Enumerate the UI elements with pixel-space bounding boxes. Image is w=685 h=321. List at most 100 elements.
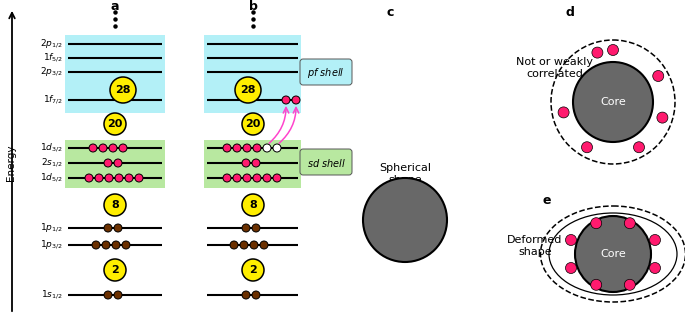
Circle shape	[253, 144, 261, 152]
Text: 20: 20	[108, 119, 123, 129]
Text: a: a	[111, 0, 119, 13]
Circle shape	[363, 178, 447, 262]
Circle shape	[273, 174, 281, 182]
Text: Spherical: Spherical	[379, 163, 431, 173]
Circle shape	[109, 144, 117, 152]
Text: shape: shape	[388, 175, 422, 185]
Circle shape	[624, 218, 635, 229]
Circle shape	[590, 279, 601, 290]
Circle shape	[92, 241, 100, 249]
Text: e: e	[543, 194, 551, 206]
Circle shape	[590, 218, 601, 229]
Circle shape	[592, 47, 603, 58]
Text: $1d_{3/2}$: $1d_{3/2}$	[40, 142, 63, 154]
Circle shape	[223, 174, 231, 182]
Circle shape	[566, 263, 577, 273]
Circle shape	[114, 291, 122, 299]
Text: $2s_{1/2}$: $2s_{1/2}$	[41, 157, 63, 169]
Text: $2p_{3/2}$: $2p_{3/2}$	[40, 65, 63, 78]
Circle shape	[282, 96, 290, 104]
Circle shape	[634, 142, 645, 153]
Text: $1f_{5/2}$: $1f_{5/2}$	[43, 52, 63, 65]
Circle shape	[223, 144, 231, 152]
Circle shape	[250, 241, 258, 249]
Circle shape	[102, 241, 110, 249]
Circle shape	[243, 144, 251, 152]
Circle shape	[114, 224, 122, 232]
Circle shape	[104, 159, 112, 167]
Circle shape	[110, 77, 136, 103]
Circle shape	[104, 224, 112, 232]
Circle shape	[649, 263, 660, 273]
Circle shape	[558, 107, 569, 118]
Text: $2p_{1/2}$: $2p_{1/2}$	[40, 38, 63, 50]
Text: b: b	[249, 0, 258, 13]
Text: $1d_{5/2}$: $1d_{5/2}$	[40, 172, 63, 184]
Text: 2: 2	[249, 265, 257, 275]
Circle shape	[85, 174, 93, 182]
Text: correlated: correlated	[527, 69, 584, 79]
Circle shape	[125, 174, 133, 182]
Circle shape	[253, 174, 261, 182]
Circle shape	[582, 142, 593, 153]
Circle shape	[233, 144, 241, 152]
Circle shape	[292, 96, 300, 104]
Circle shape	[104, 113, 126, 135]
Text: Core: Core	[600, 249, 626, 259]
Circle shape	[114, 159, 122, 167]
Text: Core: Core	[600, 97, 626, 107]
Circle shape	[243, 174, 251, 182]
Circle shape	[260, 241, 268, 249]
Circle shape	[242, 159, 250, 167]
Circle shape	[653, 71, 664, 82]
Text: $1p_{1/2}$: $1p_{1/2}$	[40, 221, 63, 234]
Circle shape	[135, 174, 143, 182]
Circle shape	[252, 291, 260, 299]
Text: 20: 20	[245, 119, 261, 129]
Text: Not or weakly: Not or weakly	[516, 57, 593, 67]
Circle shape	[99, 144, 107, 152]
FancyBboxPatch shape	[300, 59, 352, 85]
Circle shape	[252, 224, 260, 232]
Circle shape	[104, 291, 112, 299]
Text: $1s_{1/2}$: $1s_{1/2}$	[41, 289, 63, 301]
Text: $pf$ shell: $pf$ shell	[308, 66, 345, 80]
Bar	[204, 35, 301, 113]
Circle shape	[624, 279, 635, 290]
Circle shape	[235, 77, 261, 103]
Circle shape	[104, 194, 126, 216]
Text: shape: shape	[518, 247, 552, 257]
Circle shape	[240, 241, 248, 249]
Circle shape	[242, 259, 264, 281]
Circle shape	[649, 235, 660, 246]
Circle shape	[263, 174, 271, 182]
Circle shape	[119, 144, 127, 152]
Text: Deformed: Deformed	[508, 235, 562, 245]
Bar	[65, 140, 165, 188]
Circle shape	[89, 144, 97, 152]
Circle shape	[233, 174, 241, 182]
Bar	[65, 35, 165, 113]
Text: d: d	[566, 5, 575, 19]
Circle shape	[104, 259, 126, 281]
Text: 28: 28	[240, 85, 256, 95]
Circle shape	[657, 112, 668, 123]
Bar	[204, 140, 301, 188]
Text: 8: 8	[111, 200, 119, 210]
Circle shape	[263, 144, 271, 152]
Circle shape	[115, 174, 123, 182]
Circle shape	[122, 241, 130, 249]
Circle shape	[573, 62, 653, 142]
Circle shape	[273, 144, 281, 152]
Text: $1p_{3/2}$: $1p_{3/2}$	[40, 239, 63, 251]
Text: Energy: Energy	[6, 145, 16, 181]
Text: $sd$ shell: $sd$ shell	[306, 157, 345, 169]
Text: $1f_{7/2}$: $1f_{7/2}$	[43, 94, 63, 106]
Text: 2: 2	[111, 265, 119, 275]
Circle shape	[242, 113, 264, 135]
Circle shape	[95, 174, 103, 182]
Text: 8: 8	[249, 200, 257, 210]
Circle shape	[242, 224, 250, 232]
FancyBboxPatch shape	[300, 149, 352, 175]
Text: 28: 28	[115, 85, 131, 95]
